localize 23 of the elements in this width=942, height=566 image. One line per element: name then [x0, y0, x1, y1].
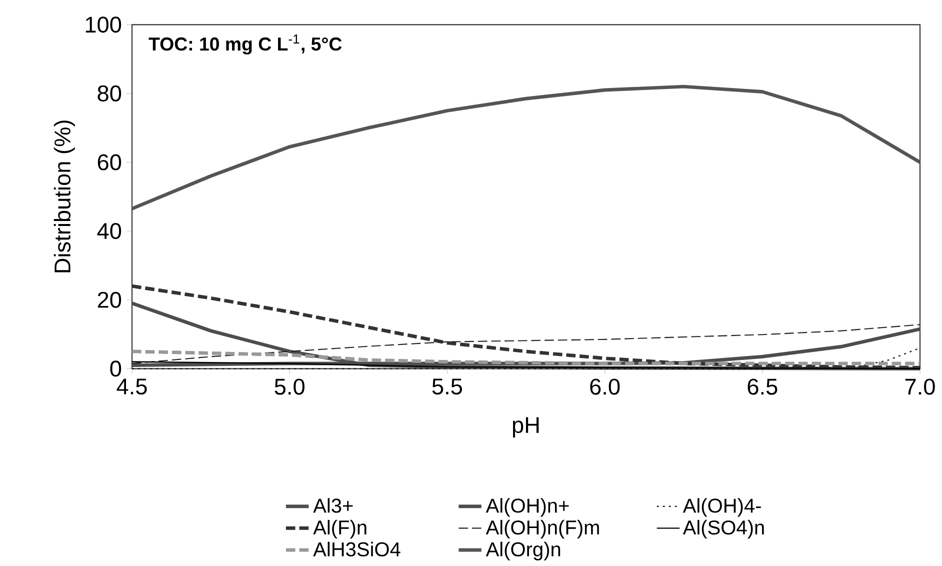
x-tick-label: 4.5 — [116, 378, 147, 395]
x-tick-label: 5.0 — [274, 378, 304, 395]
x-tick-label: 5.5 — [432, 378, 462, 395]
y-tick-label: 60 — [98, 154, 122, 170]
y-tick-label: 80 — [98, 85, 122, 102]
y-axis-title: Distribution (%) — [54, 120, 75, 272]
legend-label: Al(OH)n(F)m — [486, 520, 599, 539]
annotation: TOC: 10 mg C L$^{-1}$, 5°C — [148, 34, 342, 54]
y-tick-label: 40 — [97, 223, 122, 240]
y-tick-label: 20 — [98, 292, 122, 308]
x-tick-label: 6.5 — [748, 378, 778, 395]
y-tick-label: 0 — [110, 360, 122, 377]
legend-label: Al(Org)n — [486, 542, 560, 560]
legend-label: Al(F)n — [313, 520, 366, 539]
legend-label: Al3+ — [313, 498, 353, 513]
legend-label: Al(SO4)n — [682, 520, 764, 539]
x-axis-title: pH — [512, 417, 539, 438]
x-tick-label: 6.0 — [590, 378, 620, 395]
legend-label: AlH3SiO4 — [313, 542, 400, 556]
legend-label: Al(OH)n+ — [486, 498, 569, 517]
x-tick-label: 7.0 — [905, 378, 935, 395]
legend-label: Al(OH)4- — [682, 498, 761, 517]
y-tick-label: 100 — [86, 16, 122, 33]
